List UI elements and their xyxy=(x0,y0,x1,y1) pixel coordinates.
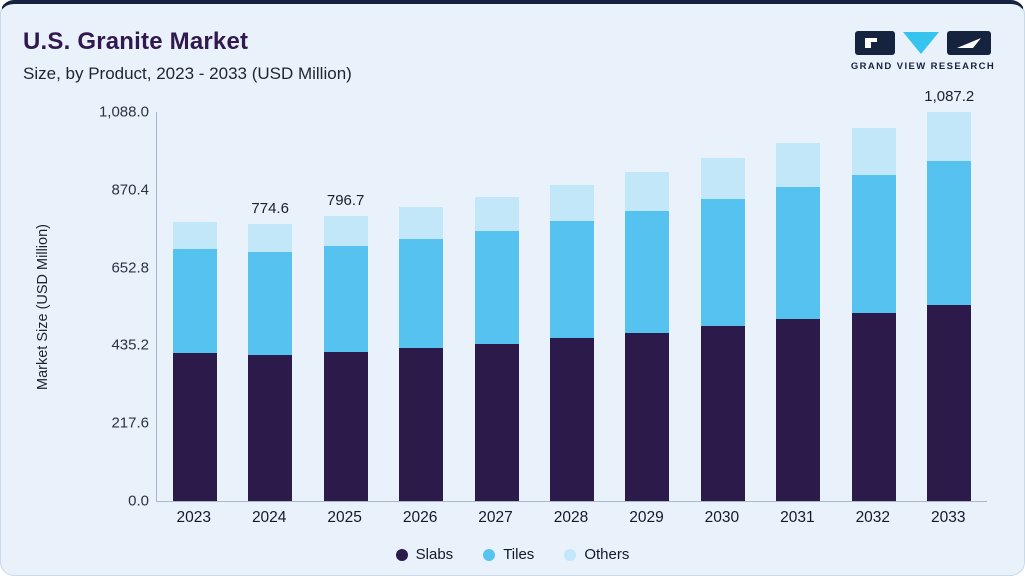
x-tick-label-2033: 2033 xyxy=(931,509,966,526)
x-axis-labels: 2023 2024 2025 2026 2027 2028 2029 2030 2031 2032… xyxy=(156,509,986,527)
bar-segment-others-2023 xyxy=(172,222,217,249)
plot-area: 774.6 796.7 1,087.2 xyxy=(156,88,987,502)
stacked-bar-2028 xyxy=(549,112,594,501)
y-tick-label: 652.8 xyxy=(111,259,149,277)
bar-segment-slabs-2028 xyxy=(549,338,594,501)
brand-logo: GRAND VIEW RESEARCH xyxy=(848,30,998,72)
y-tick-label: 870.4 xyxy=(111,181,149,199)
y-tick-label: 0.0 xyxy=(128,492,149,510)
stacked-bar-2023 xyxy=(172,112,217,501)
stacked-bar-2031 xyxy=(776,112,821,501)
bar-segment-slabs-2025 xyxy=(323,352,368,501)
bar-slot-2023 xyxy=(157,112,232,501)
y-tick-label: 217.6 xyxy=(111,414,149,432)
bar-slot-2029 xyxy=(610,112,685,501)
chart-legend: Slabs Tiles Others xyxy=(1,546,1024,563)
bar-segment-slabs-2027 xyxy=(474,343,519,501)
x-tick-label-2032: 2032 xyxy=(855,509,891,526)
bar-segment-others-2026 xyxy=(399,207,444,239)
stacked-bar-2027 xyxy=(474,112,519,501)
x-tick-label-2029: 2029 xyxy=(629,509,664,526)
stacked-bar-2029 xyxy=(625,112,670,501)
stacked-bar-chart: Market Size (USD Million) 0.0 217.6 435.2 6… xyxy=(1,4,1024,575)
bar-value-label-2024: 774.6 xyxy=(251,200,289,218)
brand-logo-marks xyxy=(848,30,998,56)
legend-label-slabs: Slabs xyxy=(415,546,454,563)
y-tick-label: 435.2 xyxy=(111,336,149,354)
bar-segment-others-2028 xyxy=(549,184,594,222)
bar-segment-others-2027 xyxy=(474,196,519,231)
x-tick-label-2027: 2027 xyxy=(478,509,513,526)
bar-segment-slabs-2024 xyxy=(248,355,293,501)
bar-segment-slabs-2033 xyxy=(927,305,972,501)
bar-segment-slabs-2029 xyxy=(625,332,670,501)
bar-slot-2024: 774.6 xyxy=(232,112,307,501)
bar-slot-2028 xyxy=(534,112,609,501)
bar-segment-others-2024 xyxy=(248,224,293,253)
legend-item-others: Others xyxy=(564,546,629,563)
legend-dot-tiles-icon xyxy=(483,548,496,561)
x-tick-label-2030: 2030 xyxy=(704,509,740,526)
bar-segment-slabs-2032 xyxy=(851,312,896,501)
stacked-bar-2030 xyxy=(700,112,745,501)
bar-slot-2032 xyxy=(836,112,911,501)
bar-segment-others-2025 xyxy=(323,216,368,246)
chart-header: U.S. Granite Market Size, by Product, 20… xyxy=(23,28,352,84)
bar-segment-tiles-2031 xyxy=(776,187,821,320)
bar-slot-2030 xyxy=(685,112,760,501)
x-tick-label-2028: 2028 xyxy=(553,509,589,526)
stacked-bar-2033 xyxy=(927,112,972,501)
stacked-bar-2026 xyxy=(399,112,444,501)
bar-segment-others-2032 xyxy=(851,128,896,175)
legend-dot-slabs-icon xyxy=(395,548,408,561)
y-axis-title: Market Size (USD Million) xyxy=(35,223,52,390)
legend-item-tiles: Tiles xyxy=(483,546,534,563)
stacked-bar-2032 xyxy=(851,112,896,501)
bar-segment-slabs-2023 xyxy=(172,353,217,501)
bar-segment-tiles-2024 xyxy=(248,252,293,356)
bar-segment-tiles-2025 xyxy=(323,245,368,353)
bar-segment-tiles-2030 xyxy=(700,199,745,327)
bar-slot-2027 xyxy=(459,112,534,501)
bar-segment-others-2029 xyxy=(625,172,670,211)
bar-segment-tiles-2026 xyxy=(399,238,444,349)
bar-segment-tiles-2023 xyxy=(172,248,217,354)
brand-logo-text: GRAND VIEW RESEARCH xyxy=(850,61,996,72)
bar-slot-2026 xyxy=(383,112,458,501)
legend-dot-others-icon xyxy=(564,548,577,561)
legend-label-others: Others xyxy=(584,546,630,563)
x-tick-label-2024: 2024 xyxy=(251,509,287,526)
bar-slot-2025: 796.7 xyxy=(308,112,383,501)
bar-segment-tiles-2029 xyxy=(625,210,670,333)
bar-segment-slabs-2026 xyxy=(399,348,444,501)
bar-segment-tiles-2028 xyxy=(549,221,594,339)
stacked-bar-2025 xyxy=(323,112,368,501)
bar-slot-2031 xyxy=(761,112,836,501)
bar-value-label-2033: 1,087.2 xyxy=(924,88,975,106)
bars-container: 774.6 796.7 1,087.2 xyxy=(157,88,987,501)
legend-item-slabs: Slabs xyxy=(395,546,454,563)
page-subtitle: Size, by Product, 2023 - 2033 (USD Milli… xyxy=(23,64,352,83)
stacked-bar-2024 xyxy=(248,112,293,501)
bar-slot-2033: 1,087.2 xyxy=(912,88,987,501)
bar-segment-others-2030 xyxy=(700,158,745,200)
bar-segment-slabs-2030 xyxy=(700,326,745,501)
brand-logo-icon xyxy=(855,31,991,55)
bar-segment-slabs-2031 xyxy=(776,319,821,501)
legend-label-tiles: Tiles xyxy=(503,546,535,563)
y-tick-label: 1,088.0 xyxy=(98,103,149,121)
x-tick-label-2025: 2025 xyxy=(327,509,362,526)
bar-segment-others-2033 xyxy=(927,112,972,162)
y-axis-ticks: 0.0 217.6 435.2 652.8 870.4 1,088.0 xyxy=(59,104,149,510)
x-tick-label-2026: 2026 xyxy=(402,509,438,526)
bar-segment-others-2031 xyxy=(776,143,821,188)
x-tick-label-2031: 2031 xyxy=(780,509,815,526)
bar-segment-tiles-2033 xyxy=(927,161,972,306)
page-title: U.S. Granite Market xyxy=(23,28,249,55)
bar-segment-tiles-2027 xyxy=(474,230,519,344)
x-tick-label-2023: 2023 xyxy=(176,509,211,526)
bar-value-label-2025: 796.7 xyxy=(326,192,365,210)
bar-segment-tiles-2032 xyxy=(851,174,896,313)
